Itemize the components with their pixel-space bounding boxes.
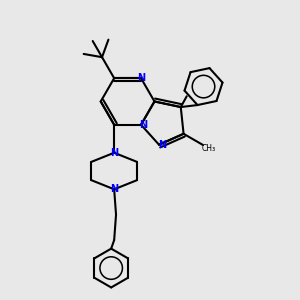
Text: N: N [139,120,147,130]
Text: N: N [158,140,166,150]
Text: N: N [110,148,118,158]
Text: N: N [110,184,118,194]
Text: CH₃: CH₃ [202,144,216,153]
Text: N: N [137,73,145,83]
